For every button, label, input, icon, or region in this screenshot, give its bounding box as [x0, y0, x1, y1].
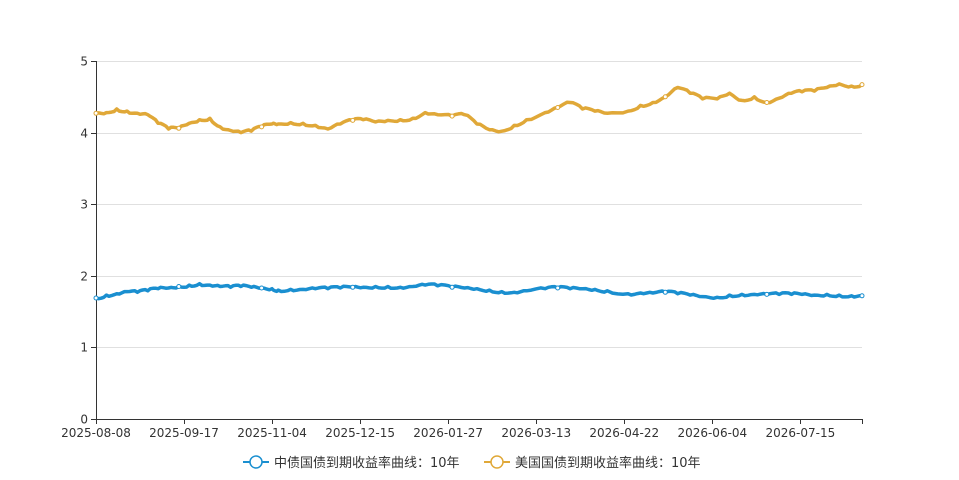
legend-item-1[interactable]: 美国国债到期收益率曲线：10年 — [484, 455, 701, 471]
data-point — [662, 94, 668, 100]
y-tick-label: 5 — [80, 55, 88, 69]
x-tick-label: 2026-06-04 — [677, 426, 747, 440]
x-tick-label: 2026-04-22 — [589, 426, 659, 440]
series-line-0 — [94, 281, 864, 301]
y-tick-label: 3 — [80, 198, 88, 212]
data-point — [176, 125, 182, 131]
data-point — [764, 100, 770, 105]
data-point — [449, 113, 455, 119]
data-point — [555, 105, 561, 110]
x-tick-label: 2025-11-04 — [237, 426, 307, 440]
legend[interactable]: 中债国债到期收益率曲线：10年 美国国债到期收益率曲线：10年 — [243, 455, 701, 471]
grid-lines — [96, 61, 862, 348]
x-axis: 2025-08-08 2025-09-17 2025-11-04 2025-12-15… — [61, 419, 863, 440]
data-point — [93, 110, 99, 116]
data-point — [859, 82, 865, 88]
legend-label: 美国国债到期收益率曲线：10年 — [515, 455, 701, 471]
legend-marker-icon — [490, 455, 504, 469]
x-tick-label: 2025-09-17 — [149, 426, 219, 440]
series-layer — [93, 82, 865, 301]
x-tick-label: 2026-07-15 — [765, 426, 835, 440]
legend-marker-icon — [249, 455, 263, 469]
legend-item-0[interactable]: 中债国债到期收益率曲线：10年 — [243, 455, 460, 471]
y-axis: 0 1 2 3 4 5 — [80, 55, 97, 427]
x-tick-label: 2025-08-08 — [61, 426, 131, 440]
data-point — [764, 291, 770, 297]
data-point — [93, 295, 99, 301]
data-point — [859, 293, 865, 299]
legend-label: 中债国债到期收益率曲线：10年 — [274, 455, 460, 471]
data-point — [350, 284, 356, 290]
data-point — [662, 289, 668, 295]
data-point — [176, 284, 182, 289]
y-tick-label: 1 — [80, 341, 88, 355]
data-point — [555, 285, 561, 291]
x-tick-label: 2025-12-15 — [325, 426, 395, 440]
y-tick-label: 4 — [80, 127, 88, 141]
x-tick-label: 2026-01-27 — [413, 426, 483, 440]
y-tick-label: 2 — [80, 270, 88, 284]
y-tick-label: 0 — [80, 413, 88, 427]
data-point — [259, 124, 265, 130]
series-line-1 — [94, 82, 864, 135]
data-point — [449, 284, 455, 290]
data-point — [350, 117, 356, 123]
x-tick-label: 2026-03-13 — [501, 426, 571, 440]
data-point — [259, 285, 265, 291]
